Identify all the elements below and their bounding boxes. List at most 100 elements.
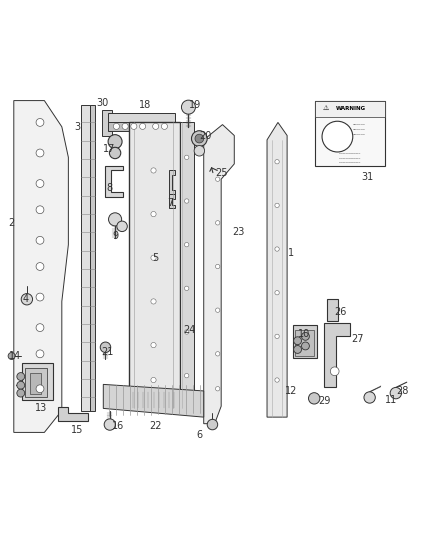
Circle shape xyxy=(275,159,279,164)
Circle shape xyxy=(151,168,156,173)
Text: 8: 8 xyxy=(106,183,112,193)
Polygon shape xyxy=(14,101,68,432)
Circle shape xyxy=(36,324,44,332)
Circle shape xyxy=(390,387,402,399)
Polygon shape xyxy=(267,123,287,417)
Bar xyxy=(295,330,314,356)
Text: ─────────────: ───────────── xyxy=(339,161,360,165)
Circle shape xyxy=(293,345,301,353)
Circle shape xyxy=(17,381,25,389)
Text: 13: 13 xyxy=(35,403,47,414)
Polygon shape xyxy=(169,195,175,207)
Circle shape xyxy=(36,180,44,188)
Circle shape xyxy=(100,342,111,352)
Circle shape xyxy=(131,123,137,130)
Text: 28: 28 xyxy=(396,386,409,396)
Text: ──────: ────── xyxy=(352,124,365,127)
Bar xyxy=(102,110,112,135)
Text: ⚠: ⚠ xyxy=(322,106,328,111)
Text: 31: 31 xyxy=(361,172,374,182)
Circle shape xyxy=(215,352,220,356)
Circle shape xyxy=(36,263,44,270)
Bar xyxy=(25,368,47,397)
Text: 17: 17 xyxy=(103,143,115,154)
Circle shape xyxy=(36,206,44,214)
Polygon shape xyxy=(103,384,204,417)
Text: 30: 30 xyxy=(96,98,108,108)
Polygon shape xyxy=(58,407,88,422)
Circle shape xyxy=(301,342,309,350)
Bar xyxy=(315,101,385,166)
Text: 19: 19 xyxy=(189,100,201,110)
Circle shape xyxy=(215,264,220,269)
Circle shape xyxy=(215,308,220,312)
Circle shape xyxy=(151,212,156,217)
Circle shape xyxy=(275,203,279,207)
Circle shape xyxy=(215,221,220,225)
Circle shape xyxy=(195,134,204,143)
Circle shape xyxy=(184,374,189,378)
Bar xyxy=(108,122,175,131)
Circle shape xyxy=(207,419,218,430)
Text: 16: 16 xyxy=(112,421,124,431)
Polygon shape xyxy=(106,166,123,197)
Text: ──────: ────── xyxy=(352,133,365,136)
Circle shape xyxy=(151,377,156,383)
Text: 24: 24 xyxy=(183,325,195,335)
Bar xyxy=(21,362,53,400)
Circle shape xyxy=(191,131,207,147)
Text: 26: 26 xyxy=(334,308,346,317)
Bar xyxy=(130,123,180,408)
Text: ─────────────: ───────────── xyxy=(339,157,360,161)
Text: 27: 27 xyxy=(352,334,364,344)
Circle shape xyxy=(8,352,15,359)
Circle shape xyxy=(108,135,122,149)
Text: 9: 9 xyxy=(112,231,118,241)
Text: ─────────────: ───────────── xyxy=(339,152,360,156)
Circle shape xyxy=(21,294,32,305)
Circle shape xyxy=(275,290,279,295)
Circle shape xyxy=(301,333,309,340)
Circle shape xyxy=(113,123,120,130)
Text: 25: 25 xyxy=(215,168,227,177)
Circle shape xyxy=(151,343,156,348)
Text: 2: 2 xyxy=(8,218,15,228)
Circle shape xyxy=(17,389,25,397)
Circle shape xyxy=(17,373,25,381)
Circle shape xyxy=(140,123,146,130)
Text: 5: 5 xyxy=(152,253,159,263)
Text: 29: 29 xyxy=(318,396,331,406)
Polygon shape xyxy=(324,323,350,386)
Text: 23: 23 xyxy=(233,227,245,237)
Text: 20: 20 xyxy=(199,131,211,141)
Text: 12: 12 xyxy=(285,386,297,396)
Text: 15: 15 xyxy=(71,425,83,435)
Bar xyxy=(108,113,175,123)
Text: 1: 1 xyxy=(288,248,294,259)
Text: 6: 6 xyxy=(196,430,202,440)
Circle shape xyxy=(215,386,220,391)
Circle shape xyxy=(36,236,44,244)
Text: 21: 21 xyxy=(102,346,114,357)
Text: 7: 7 xyxy=(167,198,173,208)
Circle shape xyxy=(293,337,301,345)
Circle shape xyxy=(322,121,353,152)
Text: 3: 3 xyxy=(74,122,80,132)
Circle shape xyxy=(215,177,220,181)
Bar xyxy=(315,101,385,117)
Circle shape xyxy=(330,367,339,376)
Circle shape xyxy=(36,149,44,157)
Circle shape xyxy=(184,286,189,290)
Circle shape xyxy=(181,100,195,114)
Bar xyxy=(130,392,180,408)
Circle shape xyxy=(109,213,122,226)
Circle shape xyxy=(110,147,121,159)
Circle shape xyxy=(36,118,44,126)
Circle shape xyxy=(36,350,44,358)
Circle shape xyxy=(184,199,189,203)
Bar xyxy=(293,326,317,358)
Circle shape xyxy=(104,419,116,430)
Circle shape xyxy=(36,385,44,393)
Polygon shape xyxy=(204,125,234,424)
Circle shape xyxy=(275,247,279,251)
